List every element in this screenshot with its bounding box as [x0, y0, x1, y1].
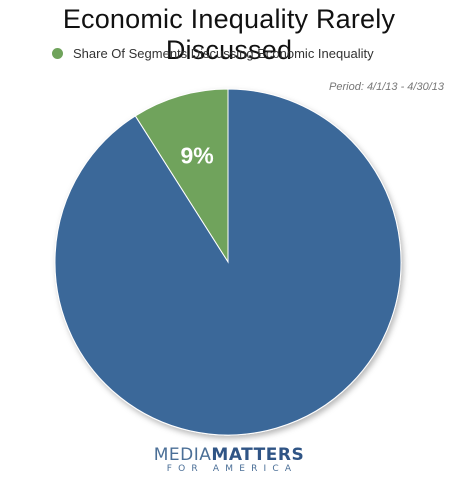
media-matters-logo: MEDIAMATTERS FOR AMERICA — [0, 446, 458, 475]
slice-data-label-0: 9% — [180, 143, 213, 169]
chart-title: Economic Inequality Rarely Discussed — [62, 4, 396, 65]
legend-label: Share Of Segments Discussing Economic In… — [73, 46, 374, 61]
logo-text-for-america: FOR AMERICA — [166, 464, 298, 474]
logo-text-matters: MATTERS — [211, 445, 305, 465]
pie-slice-1 — [54, 88, 402, 436]
period-annotation: Period: 4/1/13 - 4/30/13 — [329, 81, 444, 93]
logo-text-media: MEDIA — [153, 445, 212, 465]
legend-swatch — [52, 48, 63, 59]
pie-slice-0 — [134, 88, 229, 264]
legend: Share Of Segments Discussing Economic In… — [52, 46, 374, 61]
